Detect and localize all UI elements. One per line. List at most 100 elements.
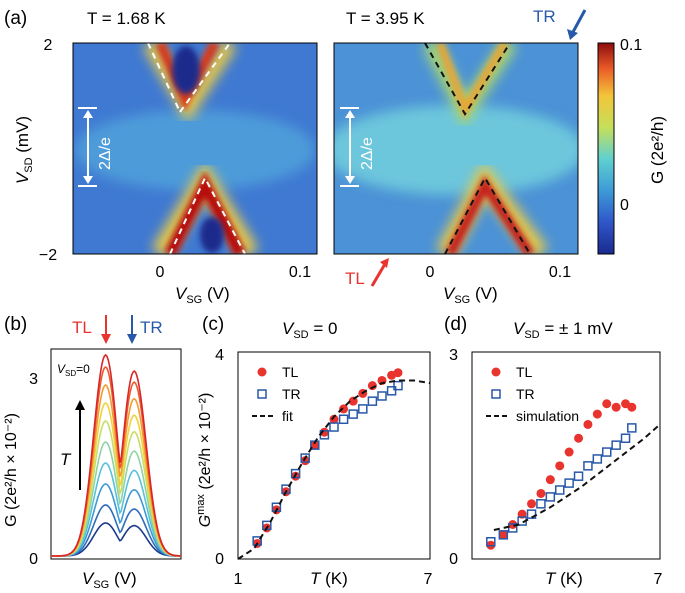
plotC-TL-point-15: [393, 368, 403, 378]
plotD-TR-point-7: [554, 485, 565, 495]
tl-marker-label: TL: [345, 269, 365, 288]
plotC-TR-point-4: [290, 468, 301, 479]
plotC-TL-point-6: [310, 440, 320, 450]
c-title: VSD = 0: [282, 319, 337, 341]
xlabel-c: T (K): [310, 569, 348, 588]
plotD-TR-point-1: [498, 530, 509, 540]
xtick-left-1: 0.1: [289, 264, 311, 281]
plotC-TR-point-10: [348, 409, 358, 419]
panel-label-a: (a): [4, 8, 27, 29]
plotD-TL-point-7: [555, 461, 565, 471]
gap-annotation-right: 2Δ/e: [340, 107, 376, 187]
legend-c-tl-marker: [257, 367, 267, 377]
plotC-TL-point-9: [339, 404, 349, 414]
xlabel-a-left: VSG (V): [175, 284, 230, 306]
legend-c-fit: fit: [282, 408, 293, 424]
gap-label-left: 2Δ/e: [97, 137, 114, 170]
plotD-TL-point-13: [611, 402, 621, 412]
plotD-TL-point-11: [592, 409, 602, 419]
xtick-right-0: 0: [426, 264, 435, 281]
plotD-TR-point-12: [601, 447, 612, 457]
plotD-TL-point-1: [498, 530, 508, 540]
heatmap-right: [334, 43, 578, 254]
plotD-TR-point-10: [583, 461, 593, 471]
legend-d-sim: simulation: [516, 408, 579, 424]
ylabel-a: VSD (mV): [13, 116, 35, 184]
tl-arrow: [370, 263, 387, 287]
xlabel-a-right: VSG (V): [443, 284, 498, 306]
ytick-a-bottom: −2: [39, 247, 57, 264]
plot-b-curves: [51, 353, 182, 557]
legend-d-tl: TL: [516, 364, 533, 380]
heatmap-right-title: T = 3.95 K: [346, 9, 425, 28]
plotD-TL-point-9: [574, 433, 584, 443]
cbar-tick-bottom: 0: [620, 197, 629, 214]
b-curve-9: [51, 353, 181, 557]
plot-d-frame: [471, 351, 661, 560]
colorbar-label: G (2e²/h): [648, 116, 667, 184]
legend-d: TL TR simulation: [486, 364, 579, 424]
fit-line-lower: [169, 175, 246, 254]
plotD-TR-point-15: [627, 423, 637, 433]
legend-d-tl-marker: [491, 367, 501, 377]
plotC-TR-point-5: [300, 453, 310, 463]
plotC-TL-point-12: [367, 381, 377, 391]
xtick-d-7: 7: [654, 571, 663, 588]
panel-label-b: (b): [4, 314, 27, 335]
colorbar: [597, 42, 615, 255]
b-vsd-annotation: VSD=0: [57, 362, 90, 378]
plotD-TR-point-14: [620, 433, 631, 443]
b-temperature-label: T: [60, 450, 72, 469]
plotC-TR-point-15: [393, 380, 403, 391]
plotD-TR-point-6: [545, 492, 556, 502]
plotD-TR-point-2: [507, 523, 518, 533]
plotD-TL-point-12: [602, 399, 612, 409]
b-tl-label: TL: [72, 318, 92, 337]
plot-b-frame: [50, 348, 182, 560]
plotD-simulation-line: [493, 423, 661, 531]
plotC-TR-point-8: [329, 422, 339, 432]
plotC-TR-point-9: [338, 414, 349, 425]
plotD-TL-point-15: [627, 402, 637, 412]
heatmap-left: [73, 43, 317, 254]
plotC-TL-point-7: [319, 427, 329, 437]
plotD-TL-point-4: [527, 499, 537, 509]
tr-arrow: [571, 9, 587, 33]
legend-c-tl: TL: [282, 364, 299, 380]
plotD-TR-point-4: [526, 509, 537, 519]
gap-label-right: 2Δ/e: [359, 137, 376, 170]
ylabel-c: Gmax (2e²/h × 10⁻²): [195, 393, 214, 528]
panel-label-c: (c): [202, 314, 224, 335]
plot-c-frame: [237, 351, 431, 560]
plotC-TR-point-14: [386, 386, 397, 396]
xlabel-b: VSG (V): [82, 569, 137, 591]
plot-d-marks: [486, 399, 661, 550]
plotC-fit-line: [237, 379, 431, 560]
plotD-TL-point-5: [536, 488, 546, 498]
fit-line-lower-right: [444, 175, 531, 254]
ytick-d-0: 0: [449, 551, 458, 568]
plotD-TR-point-0: [486, 537, 496, 547]
heatmap-left-title: T = 1.68 K: [87, 9, 166, 28]
plotD-TL-point-8: [564, 447, 574, 457]
plotD-TL-point-6: [545, 475, 555, 485]
tr-marker-label: TR: [533, 7, 556, 26]
plot-c-marks: [237, 368, 431, 560]
plotD-TR-point-9: [573, 471, 584, 481]
fit-line-upper: [147, 43, 231, 113]
plotD-TL-point-10: [583, 419, 593, 429]
ytick-d-3: 3: [449, 347, 458, 364]
plotD-TR-point-5: [536, 499, 546, 509]
xlabel-d: T (K): [545, 569, 583, 588]
ytick-b-0: 0: [29, 551, 38, 568]
panel-label-d: (d): [444, 314, 467, 335]
plotC-TR-point-12: [367, 396, 378, 406]
legend-d-tr-marker: [491, 389, 501, 399]
legend-d-tr: TR: [516, 386, 535, 402]
legend-c-tr-marker: [257, 389, 267, 399]
plotD-TR-point-8: [564, 478, 574, 488]
ylabel-b: G (2e²/h × 10⁻²): [3, 413, 20, 527]
plotC-TL-point-8: [329, 414, 339, 424]
ytick-b-3: 3: [29, 371, 38, 388]
